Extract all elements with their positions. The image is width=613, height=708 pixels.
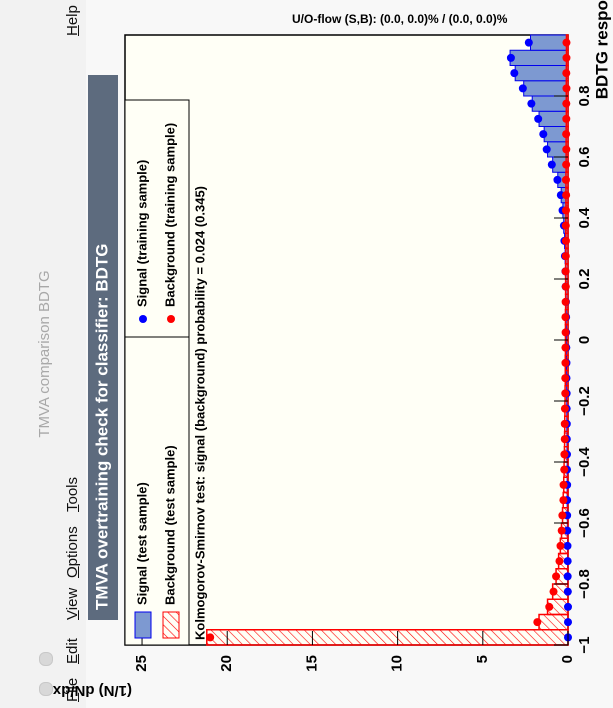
legend-symbol (134, 611, 152, 639)
training-dot (542, 145, 551, 154)
legend-label: Background (test sample) (162, 445, 177, 605)
training-dot (561, 328, 570, 337)
x-tick-label: −0.8 (576, 569, 593, 599)
training-dot (563, 557, 572, 566)
training-dot (564, 602, 572, 611)
training-dot (558, 511, 567, 520)
x-tick-label: 0.6 (576, 147, 593, 168)
training-dot (555, 557, 564, 566)
x-axis-title: BDTG response (592, 0, 611, 99)
training-dot (545, 602, 554, 611)
training-dot (562, 130, 571, 139)
training-dot (559, 496, 568, 505)
background-bar (206, 629, 569, 646)
training-dot (510, 69, 519, 78)
training-dot (560, 419, 569, 428)
training-dot (539, 130, 548, 139)
training-dot (561, 221, 570, 230)
signal-bar (523, 80, 569, 97)
chart-title: TMVA overtraining check for classifier: … (92, 243, 111, 610)
training-dot (561, 175, 570, 184)
training-dot (561, 389, 570, 398)
training-dot (527, 99, 536, 108)
training-dot (561, 267, 570, 276)
training-dot (560, 435, 569, 444)
training-dot (560, 404, 569, 413)
training-dot (533, 618, 542, 627)
training-dot (560, 450, 569, 459)
x-tick-label: −0.2 (576, 386, 593, 416)
data-layer (206, 34, 572, 646)
legend-label: Signal (test sample) (134, 482, 149, 605)
training-dot (561, 313, 570, 322)
training-dot (562, 191, 571, 200)
training-dot (562, 53, 571, 62)
training-dot (562, 160, 571, 169)
training-dot (561, 297, 570, 306)
background-bar (538, 613, 569, 631)
training-dot (562, 145, 571, 154)
legend-symbol (139, 315, 147, 323)
training-dot (552, 572, 561, 581)
training-dot (553, 175, 562, 184)
training-dot (562, 84, 571, 93)
legend-label: Background (training sample) (162, 123, 177, 307)
training-dot (206, 633, 215, 642)
y-axis-title: (1/N) dN/dx (52, 682, 132, 699)
training-dot (561, 374, 570, 383)
training-dot (556, 541, 565, 550)
training-dot (562, 99, 571, 108)
training-dot (506, 53, 515, 62)
legend-box (124, 99, 190, 338)
legend-label: Signal (training sample) (134, 160, 149, 307)
plot-frame (124, 34, 569, 646)
y-tick-label: 15 (303, 655, 320, 672)
y-tick-label: 5 (474, 655, 491, 663)
training-dot (561, 236, 570, 245)
title-band (88, 75, 118, 620)
training-dot (561, 358, 570, 367)
overflow-text: U/O-flow (S,B): (0.0, 0.0)% / (0.0, 0.0)… (292, 12, 508, 26)
training-dot (563, 572, 572, 581)
training-dot (557, 526, 566, 535)
training-dot (561, 252, 570, 261)
ks-text: Kolmogorov-Smirnov test: signal (backgro… (192, 186, 207, 640)
y-tick-label: 20 (218, 655, 235, 672)
signal-bar (514, 65, 569, 82)
x-tick-label: 0.2 (576, 269, 593, 290)
training-dot (562, 69, 571, 78)
signal-bar (509, 49, 569, 66)
training-dot (560, 465, 569, 474)
training-dot (561, 206, 570, 215)
training-dot (534, 114, 543, 123)
x-tick-label: 0.4 (576, 207, 593, 229)
x-tick-label: −0.4 (576, 447, 593, 477)
signal-bar (530, 34, 569, 51)
x-tick-label: −1 (576, 636, 593, 653)
training-dot (518, 84, 527, 93)
legend-symbol (167, 315, 175, 323)
training-dot (549, 587, 558, 596)
x-tick-label: 0.8 (576, 86, 593, 107)
training-dot (563, 541, 572, 550)
training-dot (561, 282, 570, 291)
y-tick-label: 0 (559, 655, 576, 663)
training-dot (564, 618, 572, 627)
x-tick-label: −0.6 (576, 508, 593, 538)
training-dot (547, 160, 556, 169)
training-dot (562, 38, 571, 47)
y-tick-label: 25 (133, 655, 150, 672)
x-tick-label: 0 (576, 336, 593, 344)
training-dot (559, 480, 568, 489)
training-dot (563, 526, 572, 535)
legend-symbol (162, 611, 180, 639)
training-dot (561, 343, 570, 352)
y-tick-label: 10 (389, 655, 406, 672)
training-dot (524, 38, 533, 47)
training-dot (562, 114, 571, 123)
training-dot (563, 587, 572, 596)
